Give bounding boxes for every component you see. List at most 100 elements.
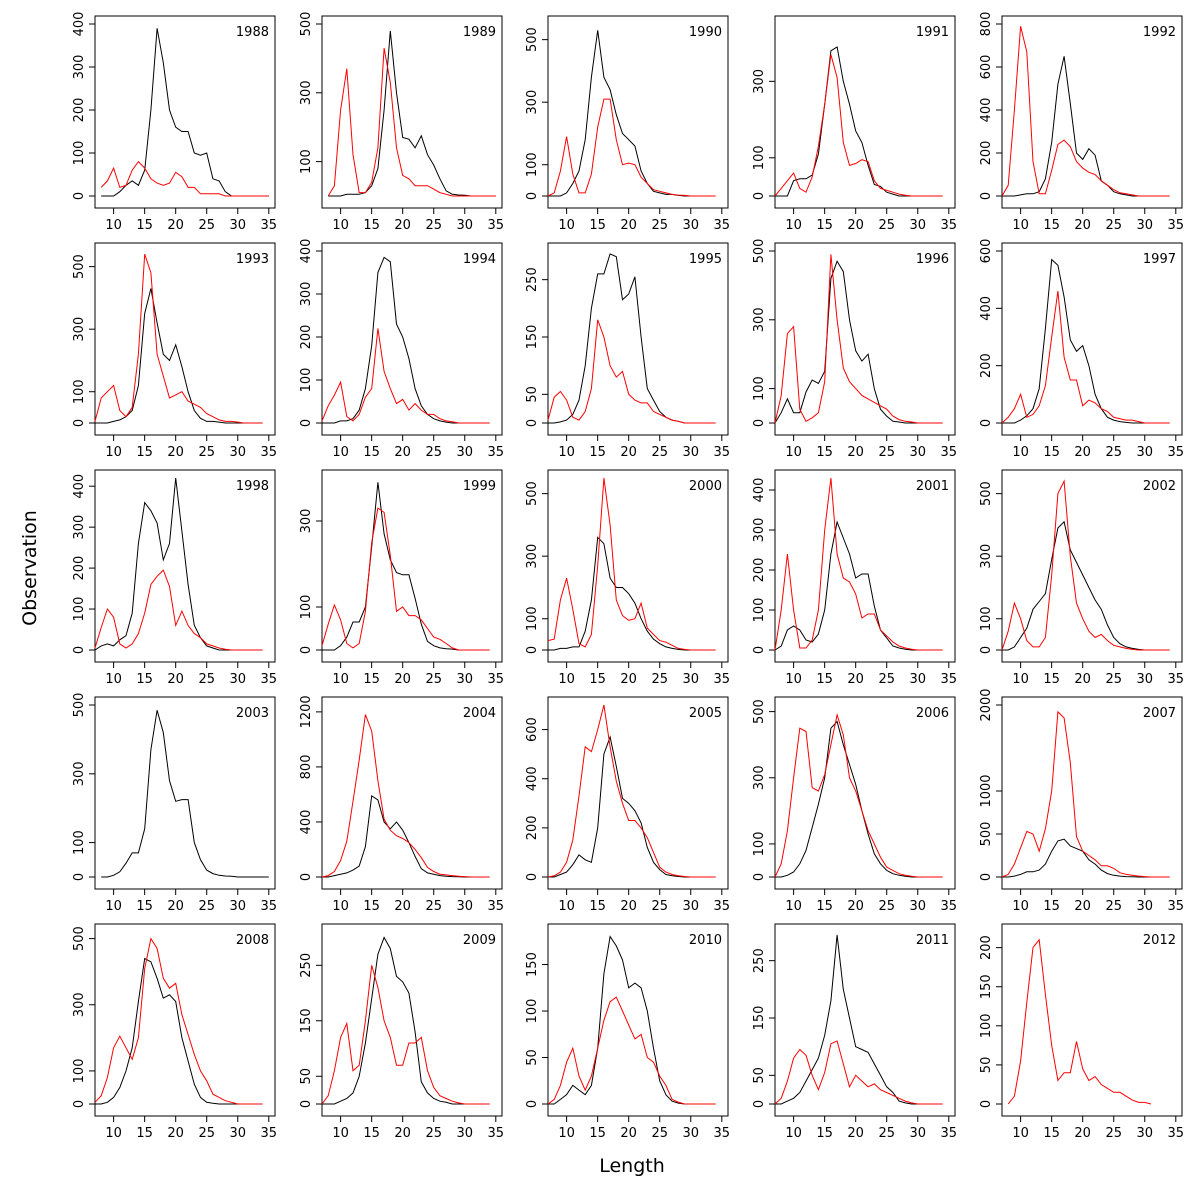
x-tick-label: 15 xyxy=(363,1126,380,1141)
panel-2011: 10 15 20 25 30 35 0 50 150 250 2011 xyxy=(752,923,957,1141)
panel-2000: 10 15 20 25 30 35 0 100 300 500 2000 xyxy=(525,469,730,687)
x-tick-label: 35 xyxy=(1168,899,1185,914)
y-tick-label: 500 xyxy=(979,481,994,506)
y-tick-label: 100 xyxy=(299,368,314,393)
series-black-line xyxy=(95,288,263,424)
panel-frame xyxy=(547,15,729,209)
x-tick-label: 35 xyxy=(1168,1126,1185,1141)
x-tick-label: 30 xyxy=(229,899,246,914)
y-tick-label: 100 xyxy=(752,598,767,623)
series-red-line xyxy=(547,477,716,651)
x-tick-label: 30 xyxy=(682,672,699,687)
x-tick-label: 25 xyxy=(198,445,215,460)
panel-frame xyxy=(1001,242,1183,436)
y-axis-title: Observation xyxy=(19,510,41,626)
panel-year-label: 1996 xyxy=(916,252,949,267)
y-tick-label: 250 xyxy=(299,953,314,978)
x-tick-label: 15 xyxy=(136,672,153,687)
x-tick-label: 25 xyxy=(1105,672,1122,687)
series-red-line xyxy=(321,507,490,651)
y-tick-label: 0 xyxy=(979,192,994,200)
x-tick-label: 25 xyxy=(878,672,895,687)
x-tick-label: 35 xyxy=(941,672,958,687)
panel-year-label: 2002 xyxy=(1143,479,1176,494)
x-tick-label: 30 xyxy=(456,218,473,233)
panel-year-label: 2008 xyxy=(236,933,269,948)
x-tick-label: 30 xyxy=(229,672,246,687)
y-tick-label: 0 xyxy=(299,419,314,427)
y-tick-label: 0 xyxy=(72,419,87,427)
y-tick-label: 50 xyxy=(525,386,540,403)
panel-year-label: 2011 xyxy=(916,933,949,948)
panel-2010: 10 15 20 25 30 35 0 50 100 150 2010 xyxy=(525,923,730,1141)
series-black-line xyxy=(774,520,943,651)
x-tick-label: 35 xyxy=(941,899,958,914)
x-tick-label: 30 xyxy=(682,1126,699,1141)
panel-year-label: 2007 xyxy=(1143,706,1176,721)
x-tick-label: 15 xyxy=(589,218,606,233)
x-tick-label: 10 xyxy=(105,445,122,460)
x-tick-label: 15 xyxy=(589,445,606,460)
series-red-line xyxy=(547,704,716,878)
y-tick-label: 150 xyxy=(525,952,540,977)
panel-frame xyxy=(774,242,956,436)
y-tick-label: 100 xyxy=(752,376,767,401)
panel-2003: 10 15 20 25 30 35 0 100 300 500 2003 xyxy=(72,693,277,914)
x-tick-label: 10 xyxy=(558,218,575,233)
x-tick-label: 35 xyxy=(261,899,278,914)
x-tick-label: 15 xyxy=(136,445,153,460)
panel-frame xyxy=(321,696,503,890)
y-tick-label: 400 xyxy=(979,98,994,123)
y-tick-label: 0 xyxy=(525,1100,540,1108)
y-tick-label: 1000 xyxy=(979,774,994,807)
x-tick-label: 20 xyxy=(847,899,864,914)
series-black-line xyxy=(548,30,716,197)
x-tick-label: 20 xyxy=(167,445,184,460)
series-red-line xyxy=(1001,26,1170,197)
y-tick-label: 200 xyxy=(525,815,540,840)
y-tick-label: 500 xyxy=(979,822,994,847)
series-black-line xyxy=(775,934,943,1105)
x-tick-label: 20 xyxy=(167,218,184,233)
x-tick-label: 25 xyxy=(651,1126,668,1141)
y-tick-label: 300 xyxy=(72,55,87,80)
panel-2007: 10 15 20 25 30 35 0 500 1000 2000 2007 xyxy=(979,688,1184,914)
y-tick-label: 500 xyxy=(72,254,87,279)
x-tick-label: 30 xyxy=(1136,445,1153,460)
panel-frame xyxy=(547,696,729,890)
x-tick-label: 20 xyxy=(620,218,637,233)
y-tick-label: 300 xyxy=(752,69,767,94)
panel-year-label: 1990 xyxy=(689,25,722,40)
x-tick-label: 20 xyxy=(847,1126,864,1141)
x-tick-label: 15 xyxy=(816,672,833,687)
x-tick-label: 10 xyxy=(1012,1126,1029,1141)
y-tick-label: 200 xyxy=(979,935,994,960)
y-tick-label: 100 xyxy=(72,830,87,855)
panel-2005: 10 15 20 25 30 35 0 200 400 600 2005 xyxy=(525,696,730,914)
panel-frame xyxy=(1001,469,1183,663)
x-tick-label: 30 xyxy=(1136,1126,1153,1141)
x-tick-label: 15 xyxy=(816,445,833,460)
panel-1999: 10 15 20 25 30 35 0 100 300 1999 xyxy=(299,469,504,687)
panel-year-label: 1997 xyxy=(1143,252,1176,267)
y-tick-label: 0 xyxy=(525,646,540,654)
x-tick-label: 15 xyxy=(363,899,380,914)
x-tick-label: 25 xyxy=(878,1126,895,1141)
x-tick-label: 15 xyxy=(1043,899,1060,914)
series-red-line xyxy=(1001,710,1170,878)
panel-1988: 10 15 20 25 30 35 0 100 200 300 400 1988 xyxy=(72,12,277,233)
panel-year-label: 2004 xyxy=(463,706,496,721)
x-tick-label: 25 xyxy=(198,1126,215,1141)
y-tick-label: 100 xyxy=(72,379,87,404)
series-red-line xyxy=(774,254,943,424)
y-tick-label: 500 xyxy=(525,27,540,52)
y-tick-label: 400 xyxy=(299,239,314,264)
x-tick-label: 10 xyxy=(1012,218,1029,233)
x-tick-label: 10 xyxy=(785,672,802,687)
x-tick-label: 25 xyxy=(425,218,442,233)
y-tick-label: 300 xyxy=(72,761,87,786)
y-tick-label: 2000 xyxy=(979,688,994,721)
panel-frame xyxy=(547,242,729,436)
y-tick-label: 0 xyxy=(525,873,540,881)
